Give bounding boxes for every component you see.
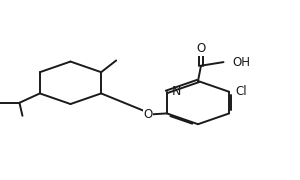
Text: O: O [196, 42, 206, 55]
Text: O: O [144, 108, 153, 121]
Text: Cl: Cl [236, 85, 248, 98]
Text: N: N [172, 85, 181, 98]
Text: OH: OH [232, 56, 250, 69]
